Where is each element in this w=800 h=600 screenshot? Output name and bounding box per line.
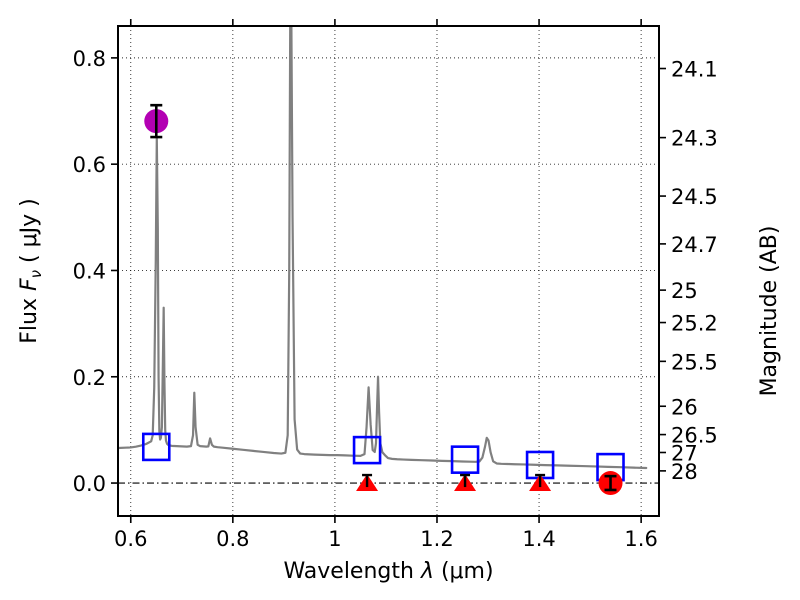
mag-tick-label-27: 27	[671, 441, 698, 465]
plot-area-background	[118, 26, 659, 516]
upper-limit-triangle-marker[interactable]	[356, 473, 379, 492]
mag-tick-label-25.5: 25.5	[671, 350, 718, 374]
photometry-square-marker[interactable]	[141, 432, 171, 462]
y-tick-label-0.2: 0.2	[73, 366, 106, 390]
mag-tick-label-25: 25	[671, 279, 698, 303]
gridlines	[118, 26, 659, 516]
y-axis-left: 0.0 0.2 0.4 0.6 0.8	[73, 47, 118, 496]
mag-tick-label-26: 26	[671, 395, 698, 419]
mag-tick-label-26.5: 26.5	[671, 424, 718, 448]
mag-tick-label-24.7: 24.7	[671, 233, 718, 257]
spectrum-line	[118, 26, 648, 470]
detection-red-circle-marker[interactable]	[598, 471, 623, 496]
upper-limit-triangle-marker[interactable]	[529, 473, 552, 492]
y-axis-title-group: Flux Fν ( μJy )	[17, 198, 45, 343]
mag-tick-label-28: 28	[671, 460, 698, 484]
x-axis-title: Wavelength λ (μm)	[283, 559, 493, 584]
upper-limit-triangle-marker[interactable]	[454, 473, 477, 492]
mag-tick-label-25.2: 25.2	[671, 312, 718, 336]
x-axis: 0.6 0.8 1 1.2 1.4 1.6	[114, 19, 658, 551]
mag-tick-label-24.1: 24.1	[671, 58, 718, 82]
data-layer	[118, 26, 648, 496]
x-tick-label-1.4: 1.4	[522, 527, 555, 551]
photometry-square-marker[interactable]	[450, 445, 480, 474]
mag-axis-title-group: Magnitude (AB)	[757, 226, 782, 397]
mag-tick-label-24.5: 24.5	[671, 185, 718, 209]
x-tick-label-1.6: 1.6	[624, 527, 657, 551]
x-tick-label-1: 1	[328, 527, 341, 551]
mag-axis-title: Magnitude (AB)	[757, 226, 782, 397]
x-tick-label-0.6: 0.6	[114, 527, 147, 551]
x-tick-label-1.2: 1.2	[420, 527, 453, 551]
mag-tick-label-24.3: 24.3	[671, 127, 718, 151]
y-tick-label-0.6: 0.6	[73, 153, 106, 177]
y-axis-title: Flux Fν ( μJy )	[17, 198, 45, 343]
detection-magenta-circle-marker[interactable]	[144, 103, 169, 139]
y-tick-label-0.4: 0.4	[73, 259, 106, 283]
y-tick-label-0.0: 0.0	[73, 472, 106, 496]
photometry-square-marker[interactable]	[352, 435, 382, 465]
y-tick-label-0.8: 0.8	[73, 47, 106, 71]
x-tick-label-0.8: 0.8	[216, 527, 249, 551]
